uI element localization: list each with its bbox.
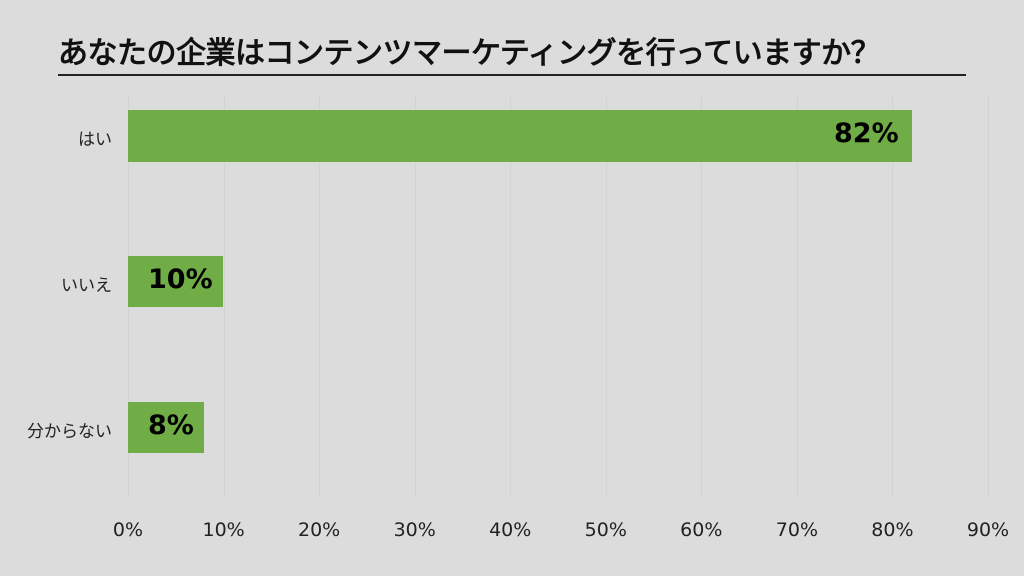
x-tick-label: 20%: [297, 519, 341, 541]
gridline: [414, 96, 416, 496]
gridline: [988, 96, 989, 496]
x-tick-label: 90%: [966, 519, 1010, 541]
gridline: [319, 96, 321, 496]
x-tick-label: 40%: [489, 519, 532, 541]
x-tick-label: 0%: [112, 519, 144, 541]
gridline: [223, 96, 225, 496]
gridline: [892, 96, 894, 496]
x-tick-label: 10%: [202, 519, 245, 541]
x-tick-label: 60%: [680, 519, 723, 541]
x-tick-label: 80%: [871, 519, 914, 541]
gridline: [510, 96, 512, 496]
bar-unknown: [128, 402, 204, 453]
bar-no: [128, 256, 223, 307]
bar-value-label-yes: 82%: [834, 118, 899, 149]
category-label-no: いいえ: [61, 276, 112, 296]
x-tick-label: 70%: [775, 519, 819, 541]
bar-value-label-unknown: 8%: [148, 410, 194, 441]
x-tick-label: 50%: [584, 519, 627, 541]
gridline: [796, 96, 798, 496]
x-tick-label: 30%: [393, 519, 436, 541]
category-label-yes: はい: [78, 130, 112, 150]
bar-yes: [128, 110, 912, 162]
bar-value-label-no: 10%: [148, 264, 213, 295]
gridline: [605, 96, 607, 496]
chart-title: あなたの企業はコンテンツマーケティングを行っていますか？: [58, 34, 966, 76]
gridline: [701, 96, 703, 496]
category-label-unknown: 分からない: [27, 422, 112, 442]
